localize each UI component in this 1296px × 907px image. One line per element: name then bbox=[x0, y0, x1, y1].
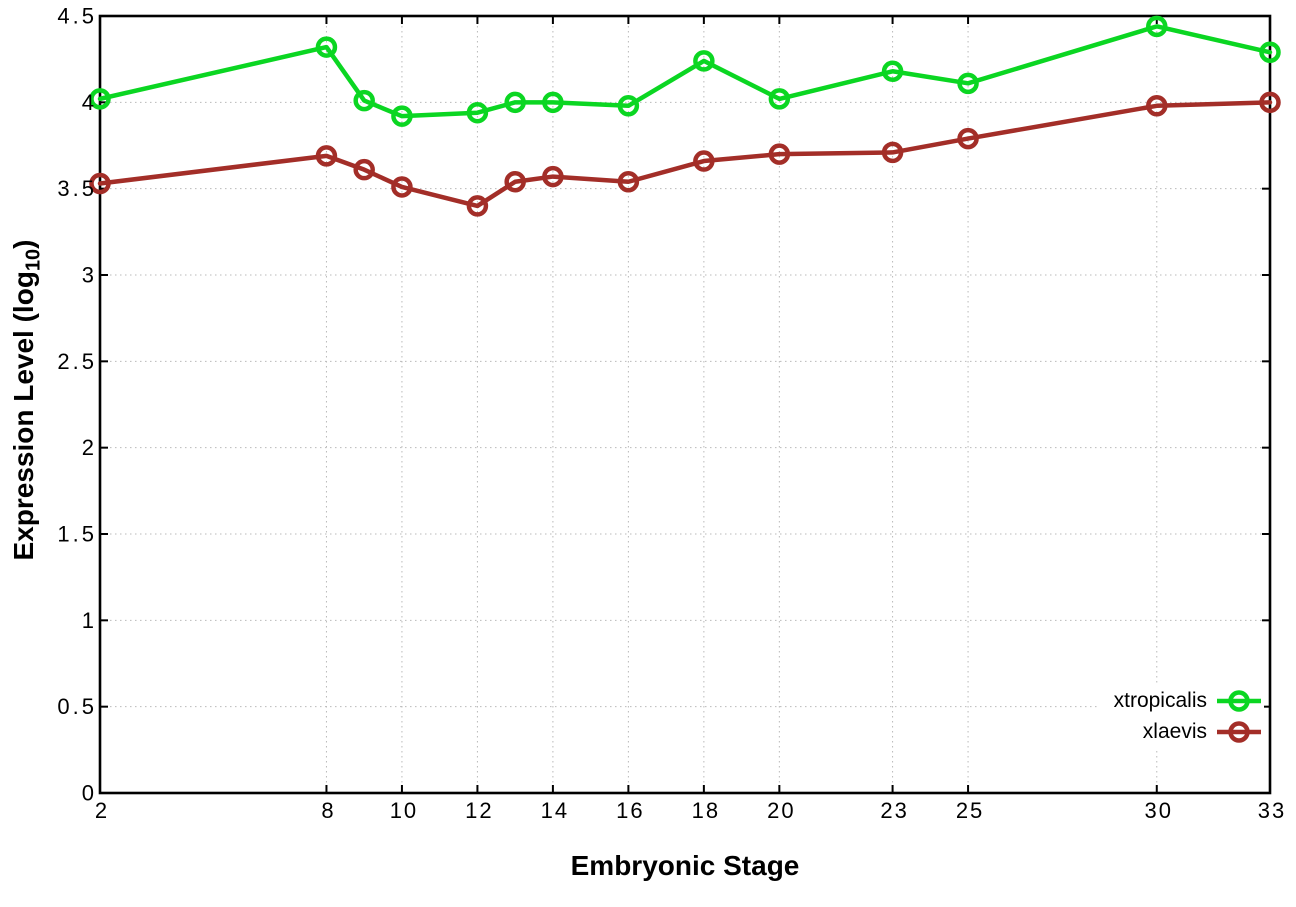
y-tick-label: 3.5 bbox=[57, 176, 97, 201]
x-tick-label: 25 bbox=[956, 798, 984, 823]
x-tick-label: 12 bbox=[465, 798, 493, 823]
x-tick-label: 2 bbox=[95, 798, 109, 823]
legend: xtropicalis xlaevis bbox=[1099, 683, 1264, 749]
data-point-xtropicalis bbox=[542, 91, 564, 114]
x-tick-label: 10 bbox=[390, 798, 418, 823]
x-tick-labels: 2 8 10 12 14 16 18 20 23 25 30 33 bbox=[95, 798, 1286, 823]
data-point-xlaevis bbox=[89, 172, 111, 195]
legend-marker-xlaevis bbox=[1217, 720, 1261, 743]
legend-label-xtropicalis: xtropicalis bbox=[1113, 688, 1207, 712]
x-tick-label: 30 bbox=[1145, 798, 1173, 823]
data-point-xlaevis bbox=[1259, 91, 1281, 114]
data-point-xtropicalis bbox=[957, 72, 979, 95]
y-tick-label: 4 bbox=[82, 90, 97, 115]
data-point-xlaevis bbox=[504, 171, 526, 193]
data-point-xtropicalis bbox=[504, 91, 526, 114]
legend-entry-xtropicalis: xtropicalis bbox=[1114, 685, 1262, 716]
grid-layer bbox=[100, 16, 1270, 793]
legend-marker-xtropicalis bbox=[1217, 689, 1261, 712]
data-point-xtropicalis bbox=[881, 60, 904, 83]
legend-label-xlaevis: xlaevis bbox=[1142, 719, 1207, 743]
data-point-xlaevis bbox=[391, 176, 413, 198]
x-tick-label: 16 bbox=[616, 798, 644, 823]
data-point-xlaevis bbox=[353, 158, 375, 181]
x-tick-label: 14 bbox=[541, 798, 569, 823]
data-point-xtropicalis bbox=[315, 36, 338, 58]
data-point-xlaevis bbox=[466, 195, 489, 217]
y-axis-title-main: Expression Level (log bbox=[8, 271, 39, 561]
data-point-xtropicalis bbox=[466, 101, 489, 124]
y-tick-label: 1 bbox=[82, 608, 97, 633]
series-xlaevis bbox=[89, 91, 1281, 217]
data-point-xtropicalis bbox=[693, 50, 715, 72]
data-point-xlaevis bbox=[617, 171, 640, 193]
y-tick-label: 2 bbox=[82, 435, 97, 460]
x-axis-title: Embryonic Stage bbox=[570, 850, 800, 881]
series-line-xlaevis bbox=[97, 100, 1273, 209]
y-axis-title-end: ) bbox=[8, 239, 39, 249]
data-point-xtropicalis bbox=[391, 105, 413, 127]
y-tick-label: 4.5 bbox=[57, 4, 97, 29]
y-tick-labels: 0 0.5 1 1.5 2 2.5 3 3.5 4 4.5 bbox=[57, 4, 97, 806]
data-point-xtropicalis bbox=[89, 88, 111, 110]
legend-entry-xlaevis: xlaevis bbox=[1114, 716, 1262, 747]
y-tick-label: 2.5 bbox=[57, 349, 97, 374]
plot-border bbox=[98, 14, 1272, 795]
x-tick-label: 23 bbox=[880, 798, 908, 823]
x-tick-label: 8 bbox=[321, 798, 335, 823]
data-point-xtropicalis bbox=[768, 88, 791, 110]
data-point-xtropicalis bbox=[353, 89, 375, 112]
data-point-xlaevis bbox=[768, 143, 791, 165]
x-tick-label: 18 bbox=[692, 798, 720, 823]
x-tick-label: 20 bbox=[767, 798, 795, 823]
tick-marks bbox=[99, 15, 1271, 794]
y-tick-label: 1.5 bbox=[57, 522, 97, 547]
y-axis-title-subscript: 10 bbox=[22, 248, 45, 272]
series-xtropicalis bbox=[89, 15, 1281, 127]
data-point-xlaevis bbox=[315, 145, 338, 167]
x-tick-label: 33 bbox=[1258, 798, 1286, 823]
data-point-xlaevis bbox=[881, 141, 904, 164]
y-tick-label: 0 bbox=[82, 781, 97, 806]
data-point-xlaevis bbox=[957, 127, 979, 150]
y-tick-label: 0.5 bbox=[57, 694, 97, 719]
data-point-xlaevis bbox=[693, 150, 715, 172]
data-point-xtropicalis bbox=[617, 95, 640, 117]
y-tick-label: 3 bbox=[82, 263, 97, 288]
y-axis-title: Expression Level (log10) bbox=[8, 239, 45, 561]
data-point-xlaevis bbox=[542, 165, 564, 188]
data-point-xtropicalis bbox=[1146, 15, 1168, 38]
data-point-xtropicalis bbox=[1259, 41, 1281, 64]
data-point-xlaevis bbox=[1146, 95, 1168, 117]
